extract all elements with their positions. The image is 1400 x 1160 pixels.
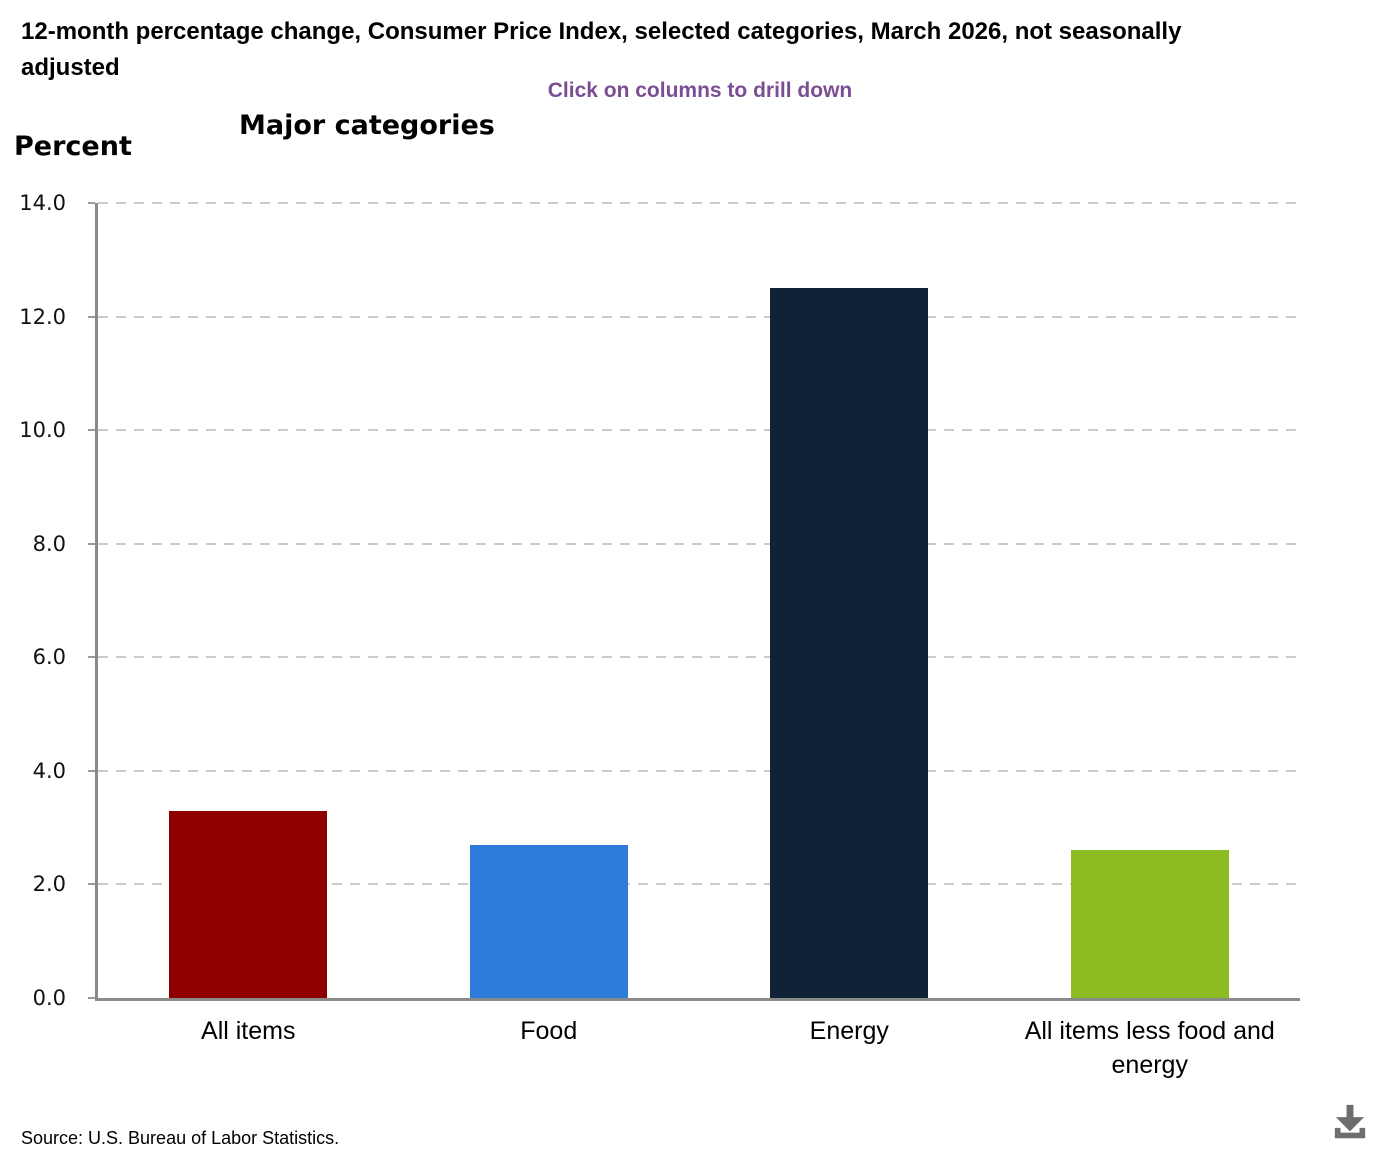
y-axis-tick-label-8.0: 8.0 [32,531,66,556]
y-axis-tick-label-6.0: 6.0 [32,645,66,670]
y-axis-tick-10.0 [88,429,95,432]
bar-food[interactable] [469,844,628,998]
y-axis-tick-label-10.0: 10.0 [19,418,66,443]
y-axis-tick-14.0 [88,202,95,204]
y-axis-tick-label-14.0: 14.0 [19,191,66,215]
gridline-14.0 [98,202,1300,204]
x-axis-label-all-items-less-food-and-energy: All items less food and energy [1024,1017,1275,1079]
y-axis-tick-0.0 [88,997,95,999]
y-axis-tick-label-2.0: 2.0 [32,872,66,897]
gridline-12.0 [98,315,1300,318]
download-icon [1334,1104,1366,1139]
y-axis-tick-2.0 [88,883,95,886]
y-axis-tick-4.0 [88,769,95,772]
gridline-6.0 [98,656,1300,659]
bar-all-items-less-food-and-energy[interactable] [1070,850,1229,998]
gridline-4.0 [98,769,1300,772]
y-axis-tick-label-4.0: 4.0 [32,758,66,783]
y-axis-tick-8.0 [88,542,95,545]
y-axis-title: Percent [14,131,132,162]
gridline-8.0 [98,542,1300,545]
bar-all-items[interactable] [169,810,328,998]
x-axis-label-all-items: All items [201,1017,296,1045]
y-axis-tick-6.0 [88,656,95,659]
y-axis-tick-label-0.0: 0.0 [32,986,66,1010]
y-axis-tick-label-12.0: 12.0 [19,304,66,329]
download-button[interactable] [1322,1096,1378,1152]
x-axis-label-energy: Energy [809,1017,889,1045]
chart-title: Major categories [239,110,495,141]
plot-area: 0.0 2.0 4.0 6.0 8.0 10.0 12.0 14.0 All items Food… [19,191,1300,1079]
gridline-2.0 [98,883,1300,886]
x-axis-label-food: Food [520,1017,578,1045]
y-axis-tick-12.0 [88,315,95,318]
drilldown-hint: Click on columns to drill down [547,79,853,102]
page-title: 12-month percentage change, Consumer Pri… [21,18,1182,81]
gridline-10.0 [98,429,1300,432]
y-axis-line [95,203,98,1001]
bar-energy[interactable] [770,288,929,998]
source-note: Source: U.S. Bureau of Labor Statistics. [21,1128,340,1148]
